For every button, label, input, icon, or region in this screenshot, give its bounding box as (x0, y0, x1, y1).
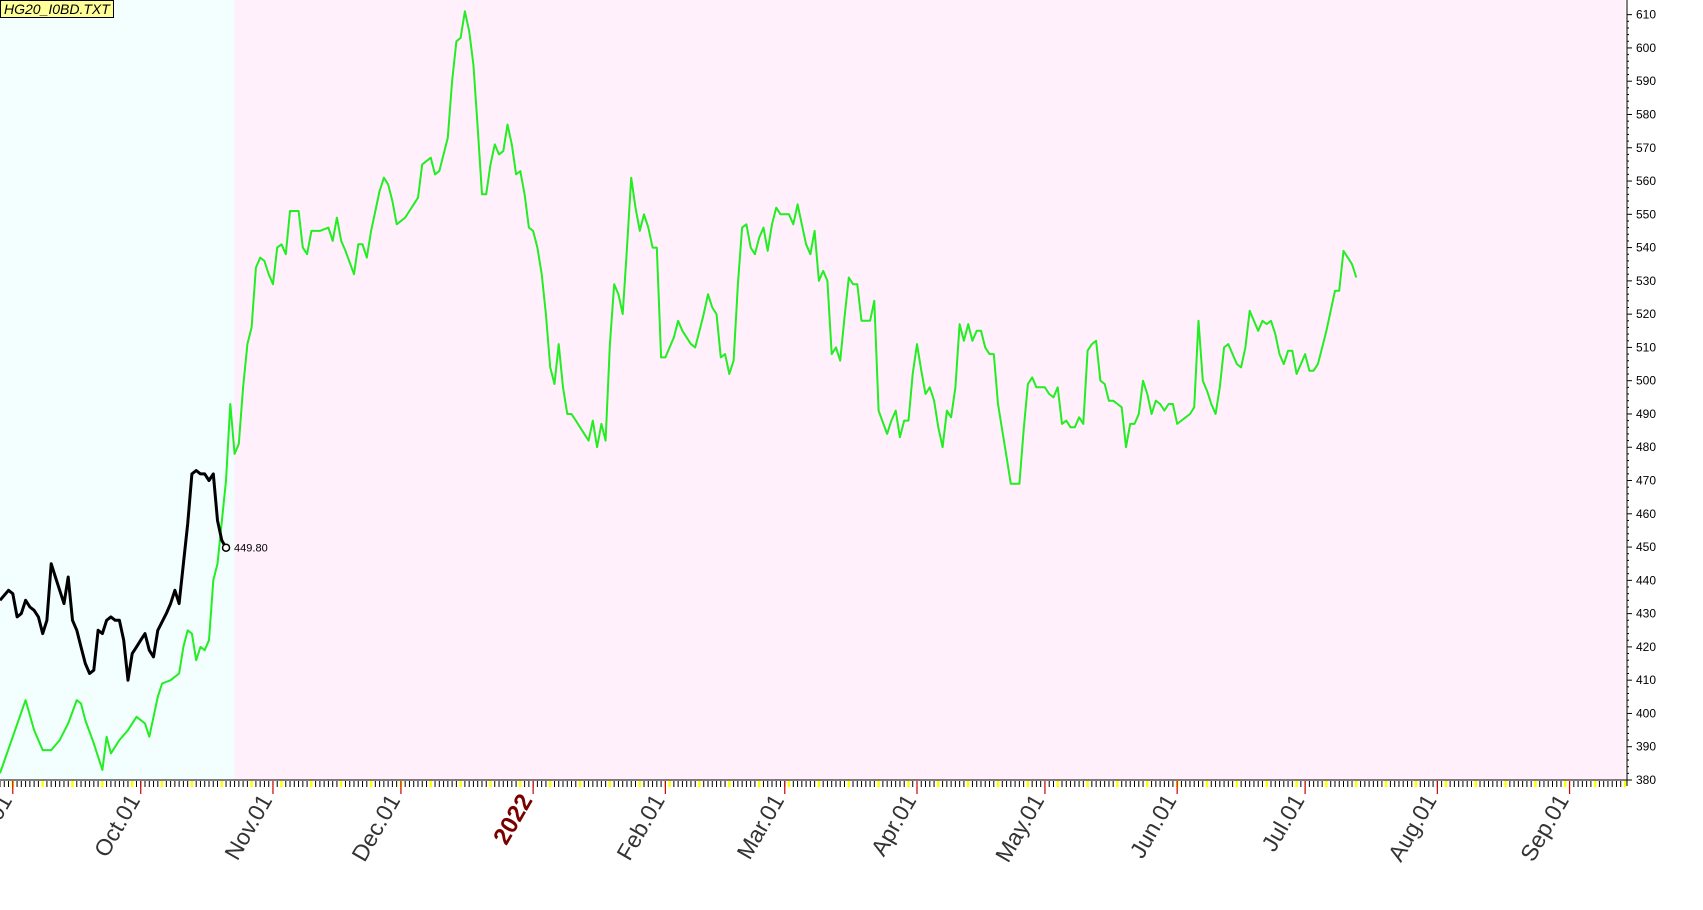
y-tick-label: 570 (1636, 141, 1656, 155)
last-value-marker (221, 543, 231, 552)
y-tick-label: 380 (1636, 773, 1656, 787)
history-background (0, 0, 235, 780)
y-tick-label: 430 (1636, 607, 1656, 621)
y-tick-label: 450 (1636, 540, 1656, 554)
x-month-label: May.01 (990, 790, 1049, 867)
last-value-label: 449.80 (234, 543, 268, 555)
y-tick-label: 410 (1636, 673, 1656, 687)
y-tick-label: 400 (1636, 706, 1656, 720)
y-tick-label: 590 (1636, 74, 1656, 88)
y-tick-label: 540 (1636, 241, 1656, 255)
y-tick-label: 560 (1636, 174, 1656, 188)
x-month-label: Feb.01 (611, 790, 669, 865)
y-tick-label: 470 (1636, 474, 1656, 488)
x-month-label: Nov.01 (219, 790, 277, 865)
y-tick-label: 600 (1636, 41, 1656, 55)
x-month-label: Sep.01 (0, 790, 17, 866)
y-tick-label: 530 (1636, 274, 1656, 288)
x-month-label: Dec.01 (346, 790, 405, 866)
green-series-line (0, 10, 1358, 774)
y-tick-label: 490 (1636, 407, 1656, 421)
y-tick-label: 440 (1636, 573, 1656, 587)
x-month-label: Oct.01 (89, 790, 145, 862)
y-tick-label: 610 (1636, 8, 1656, 22)
x-month-label: Aug.01 (1383, 790, 1442, 866)
y-tick-label: 500 (1636, 374, 1656, 388)
y-tick-label: 460 (1636, 507, 1656, 521)
x-month-label: Apr.01 (866, 790, 922, 861)
x-month-label: Sep.01 (1515, 790, 1574, 866)
y-tick-label: 420 (1636, 640, 1656, 654)
y-tick-label: 510 (1636, 340, 1656, 354)
x-month-label: Jul.01 (1256, 790, 1309, 856)
y-tick-label: 480 (1636, 440, 1656, 454)
x-month-label: Jun.01 (1124, 790, 1181, 863)
black-series-line (0, 469, 228, 682)
y-tick-label: 390 (1636, 740, 1656, 754)
y-tick-label: 520 (1636, 307, 1656, 321)
y-tick-label: 580 (1636, 107, 1656, 121)
file-label: HG20_I0BD.TXT (0, 0, 114, 18)
x-month-label: Mar.01 (731, 790, 789, 864)
y-tick-label: 550 (1636, 207, 1656, 221)
x-year-label: 2022 (488, 790, 538, 850)
